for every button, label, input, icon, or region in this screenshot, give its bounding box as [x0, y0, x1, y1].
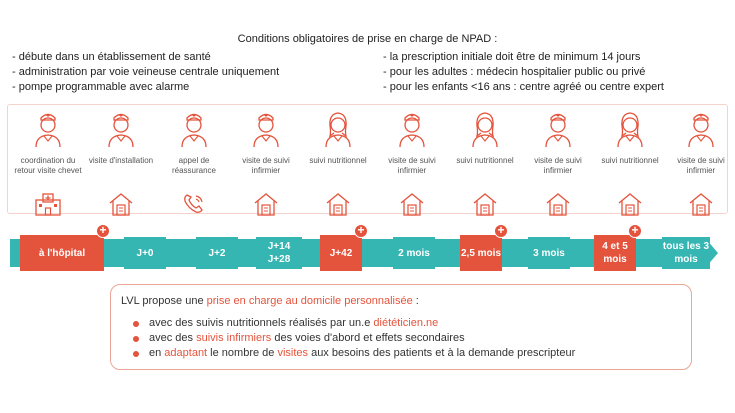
nurse-icon [665, 108, 735, 153]
plus-icon: + [628, 224, 642, 238]
home-icon [449, 192, 521, 221]
visit-label: visite de suivi infirmier [534, 156, 582, 175]
visit-column: appel de réassurance [158, 108, 230, 221]
visit-column: visite de suivi infirmier [522, 108, 594, 221]
plus-icon: + [494, 224, 508, 238]
nurse-icon [12, 108, 84, 153]
visit-label: visite de suivi infirmier [242, 156, 290, 175]
timeline-step: J+42 [320, 235, 362, 271]
visit-column: visite de suivi infirmier [230, 108, 302, 221]
hospital-icon [12, 192, 84, 221]
nurse-icon [376, 108, 448, 153]
timeline-step: J+2 [196, 237, 238, 269]
condition-item: - pour les enfants <16 ans : centre agré… [383, 81, 664, 93]
info-bullets: avec des suivis nutritionnels réalisés p… [133, 316, 575, 361]
dietitian-icon [302, 108, 374, 153]
timeline-step: à l'hôpital [20, 235, 104, 271]
home-icon [230, 192, 302, 221]
visit-label: appel de réassurance [171, 156, 217, 175]
dietitian-icon [594, 108, 666, 153]
visit-column: suivi nutritionnel [302, 108, 374, 221]
timeline-step: 4 et 5 mois [594, 235, 636, 271]
home-icon [302, 192, 374, 221]
plus-icon: + [96, 224, 110, 238]
home-icon [376, 192, 448, 221]
condition-item: - débute dans un établissement de santé [12, 51, 211, 63]
dietitian-icon [449, 108, 521, 153]
nurse-icon [230, 108, 302, 153]
home-icon [594, 192, 666, 221]
visit-label: visite de suivi infirmier [388, 156, 436, 175]
visit-column: visite d'installation [85, 108, 157, 221]
lead-highlight: prise en charge au domicile personnalisé… [206, 295, 413, 307]
timeline-step: 2 mois [393, 237, 435, 269]
home-icon [665, 192, 735, 221]
visit-label: visite de suivi infirmier [677, 156, 725, 175]
visit-column: coordination du retour visite chevet [12, 108, 84, 221]
condition-item: - pompe programmable avec alarme [12, 81, 190, 93]
visit-label: suivi nutritionnel [601, 156, 659, 165]
page-title: Conditions obligatoires de prise en char… [237, 33, 498, 45]
phone-icon [158, 192, 230, 221]
info-bullet: avec des suivis infirmiers des voies d'a… [133, 331, 575, 346]
info-box: LVL propose une prise en charge au domic… [110, 284, 692, 370]
timeline-step: J+14 J+28 [256, 237, 302, 269]
visit-label: suivi nutritionnel [309, 156, 367, 165]
timeline: à l'hôpital + J+0 J+2 J+14 J+28 J+42 +2 mois 2,… [0, 224, 735, 273]
timeline-step: 2,5 mois [460, 235, 502, 271]
condition-item: - administration par voie veineuse centr… [12, 66, 280, 78]
visit-label: coordination du retour visite chevet [14, 156, 82, 175]
visit-column: suivi nutritionnel [449, 108, 521, 221]
visit-column: visite de suivi infirmier [376, 108, 448, 221]
nurse-icon [158, 108, 230, 153]
nurse-icon [522, 108, 594, 153]
visit-label: visite d'installation [88, 156, 154, 165]
conditions-right: - la prescription initiale doit être de … [383, 50, 664, 95]
condition-item: - la prescription initiale doit être de … [383, 51, 641, 63]
timeline-step: 3 mois [528, 237, 570, 269]
home-icon [522, 192, 594, 221]
visit-column: suivi nutritionnel [594, 108, 666, 221]
visits-panel [7, 104, 728, 214]
info-lead: LVL propose une prise en charge au domic… [121, 295, 419, 307]
condition-item: - pour les adultes : médecin hospitalier… [383, 66, 646, 78]
timeline-step: J+0 [124, 237, 166, 269]
home-icon [85, 192, 157, 221]
conditions-left: - débute dans un établissement de santé … [12, 50, 279, 95]
visit-label: suivi nutritionnel [456, 156, 514, 165]
visit-column: visite de suivi infirmier [665, 108, 735, 221]
lead-text: LVL propose une [121, 295, 207, 307]
nurse-icon [85, 108, 157, 153]
info-bullet: en adaptant le nombre de visites aux bes… [133, 346, 575, 361]
info-bullet: avec des suivis nutritionnels réalisés p… [133, 316, 575, 331]
timeline-step: tous les 3 mois [662, 237, 710, 269]
lead-suffix: : [412, 295, 419, 307]
plus-icon: + [354, 224, 368, 238]
